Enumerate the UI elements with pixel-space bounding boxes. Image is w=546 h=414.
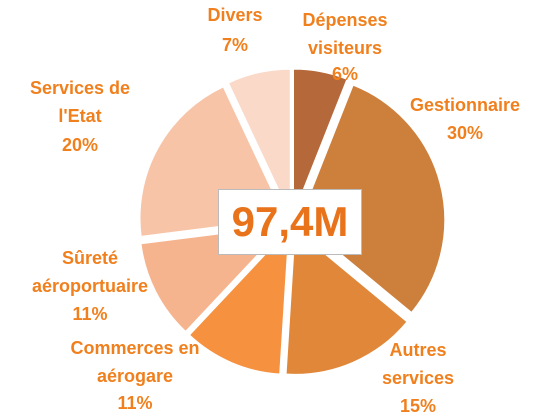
slice-label: Commerces en aérogare (70, 338, 200, 386)
slice-value-label: 6% (331, 64, 359, 84)
pie-slice (227, 68, 291, 215)
slice-value-label: 11% (72, 304, 108, 324)
slice-label: Sûreté aéroportuaire (31, 248, 149, 296)
pie-slice (285, 228, 408, 375)
slice-value-label: 7% (221, 35, 249, 55)
pie-slice (299, 84, 446, 314)
slice-value-label: 30% (446, 123, 484, 143)
slice-label: Dépenses visiteurs (302, 10, 388, 58)
slice-label: Autres services (381, 340, 455, 388)
slice-value-label: 11% (117, 393, 153, 413)
center-label: 97,4M (218, 189, 362, 255)
slice-value-label: 20% (61, 135, 99, 155)
slice-label: Services de l'Etat (29, 78, 131, 126)
pie-slice (292, 68, 348, 215)
slice-value-label: 15% (399, 396, 437, 414)
slice-label: Gestionnaire (409, 95, 521, 115)
pie-slice (188, 227, 290, 375)
slice-label: Divers (207, 5, 263, 25)
